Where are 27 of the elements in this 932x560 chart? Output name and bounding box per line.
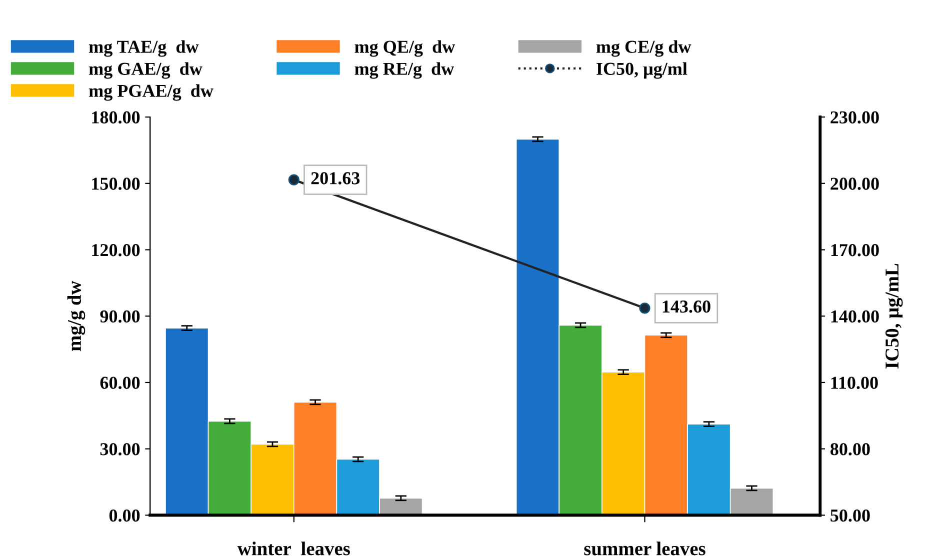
y2-tick-label: 140.00 [831, 310, 879, 323]
legend-label: mg RE/g dw [354, 62, 454, 79]
data-label: 201.63 [311, 172, 360, 184]
y2-tick-label: 200.00 [830, 178, 879, 190]
y2-tick-label: 170.00 [831, 244, 879, 256]
legend-label: mg CE/g dw [596, 40, 692, 57]
legend-label: mg PGAE/g dw [89, 84, 214, 101]
y-tick-label: 120.00 [92, 244, 140, 256]
y-tick-label: 0.00 [109, 509, 140, 522]
y-tick-label: 180.00 [92, 111, 140, 124]
y-axis-title: mg/g dw [67, 280, 86, 351]
y2-tick-label: 80.00 [830, 443, 870, 456]
y-tick-label: 60.00 [100, 376, 140, 389]
x-tick-label: winter leaves [237, 542, 350, 556]
y2-tick-label: 110.00 [831, 376, 878, 389]
y2-tick-label: 50.00 [830, 509, 870, 522]
legend-label: mg TAE/g dw [89, 40, 199, 57]
legend-label: mg GAE/g dw [89, 62, 202, 79]
x-tick-label: summer leaves [584, 542, 706, 556]
y2-tick-label: 230.00 [830, 111, 879, 124]
y-tick-label: 30.00 [100, 443, 140, 456]
y-tick-label: 150.00 [92, 178, 140, 190]
data-label: 143.60 [662, 300, 710, 313]
legend-label: IC50, μg/ml [596, 62, 688, 79]
legend-label: mg QE/g dw [354, 40, 456, 57]
y-tick-label: 90.00 [100, 310, 140, 323]
y2-axis-title: IC50, μg/mL [886, 264, 903, 369]
